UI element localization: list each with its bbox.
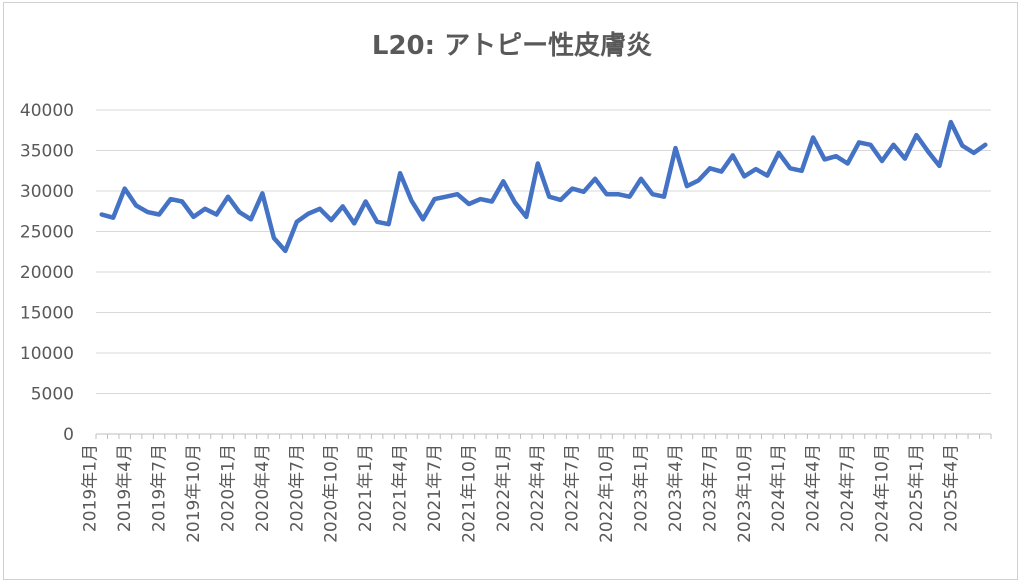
x-tick-label: 2019年1月 <box>81 444 101 532</box>
series-layer <box>99 119 988 254</box>
x-tick-label: 2024年7月 <box>838 444 858 532</box>
x-tick-label: 2022年1月 <box>494 444 514 532</box>
y-axis-ticks: 0 5000 10000 15000 20000 25000 30000 35000 40000 <box>20 101 74 445</box>
x-tick-label: 2022年10月 <box>597 444 617 543</box>
x-tick-label: 2022年7月 <box>563 444 583 532</box>
x-tick-label: 2020年10月 <box>322 444 342 543</box>
x-axis: 2019年1月 2019年4月 2019年7月 2019年10月 2020年1月 2020… <box>81 434 992 543</box>
x-tick-label: 2023年1月 <box>632 444 652 532</box>
y-tick-label: 30000 <box>20 182 74 202</box>
x-tick-label: 2023年7月 <box>700 444 720 532</box>
y-tick-label: 25000 <box>20 223 74 243</box>
x-tick-label: 2025年4月 <box>941 444 961 532</box>
chart-title: L20: アトピー性皮膚炎 <box>371 31 653 61</box>
x-tick-label: 2021年1月 <box>356 444 376 532</box>
x-tick-label: 2019年10月 <box>184 444 204 543</box>
x-tick-label: 2024年1月 <box>769 444 789 532</box>
y-tick-label: 10000 <box>20 344 74 364</box>
x-tick-label: 2020年4月 <box>253 444 273 532</box>
y-tick-label: 35000 <box>20 142 74 162</box>
x-tick-label: 2021年7月 <box>425 444 445 532</box>
x-tick-label: 2022年4月 <box>528 444 548 532</box>
x-tick-label: 2021年10月 <box>459 444 479 543</box>
x-tick-label: 2025年1月 <box>907 444 927 532</box>
y-tick-label: 5000 <box>31 385 74 405</box>
x-tick-label: 2019年7月 <box>150 444 170 532</box>
x-tick-label: 2019年4月 <box>115 444 135 532</box>
x-tick-label: 2020年7月 <box>287 444 307 532</box>
y-tick-label: 20000 <box>20 263 74 283</box>
series-line <box>99 119 988 254</box>
x-tick-label: 2023年4月 <box>666 444 686 532</box>
x-tick-label: 2021年4月 <box>391 444 411 532</box>
x-tick-label: 2024年4月 <box>804 444 824 532</box>
x-tick-label: 2020年1月 <box>218 444 238 532</box>
x-tick-label: 2023年10月 <box>735 444 755 543</box>
x-tick-label: 2024年10月 <box>872 444 892 543</box>
y-tick-label: 0 <box>63 425 74 445</box>
y-tick-label: 15000 <box>20 304 74 324</box>
y-tick-label: 40000 <box>20 101 74 121</box>
chart-frame <box>3 2 1018 580</box>
gridlines <box>96 109 991 435</box>
